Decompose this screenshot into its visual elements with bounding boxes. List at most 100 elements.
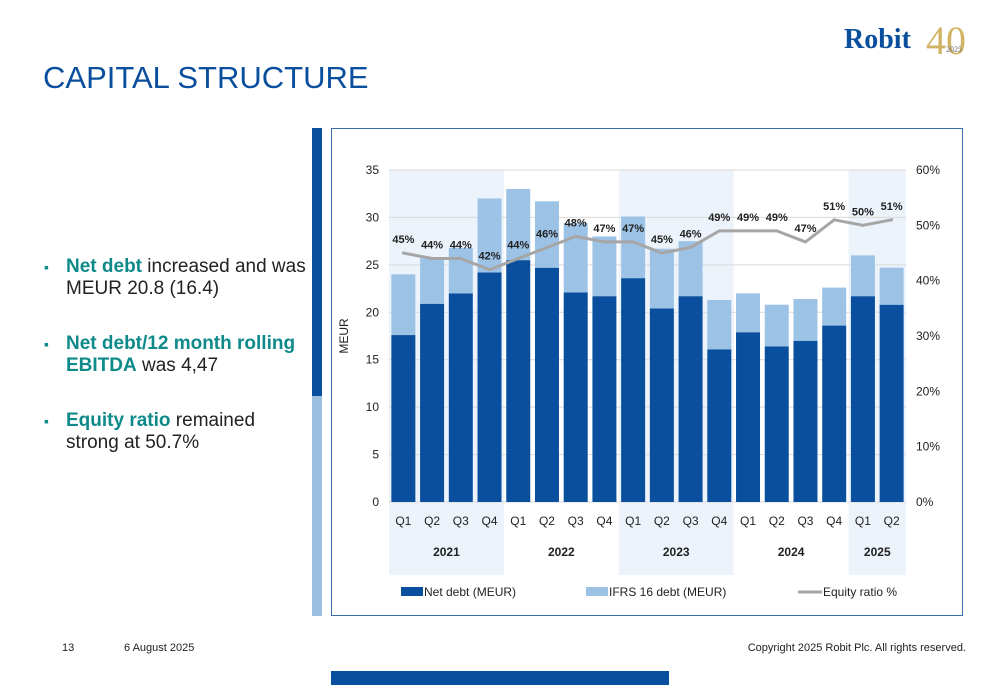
bar-net-debt <box>563 292 588 502</box>
y-tick-label: 20 <box>366 305 380 319</box>
equity-ratio-line <box>403 218 892 272</box>
x-tick-label: Q1 <box>740 514 756 528</box>
x-tick-label: Q3 <box>453 514 469 528</box>
equity-ratio-label: 44% <box>507 240 529 252</box>
equity-ratio-point <box>689 245 693 249</box>
y-tick-label: 5 <box>372 448 379 462</box>
logo-anniversary-number: 40 <box>926 18 966 60</box>
equity-ratio-label: 45% <box>651 234 673 246</box>
footer-copyright: Copyright 2025 Robit Plc. All rights res… <box>747 642 966 654</box>
bar-net-debt <box>621 278 646 502</box>
equity-ratio-point <box>890 218 894 222</box>
bullet-list: ▪ Net debt increased and was MEUR 20.8 (1… <box>44 256 306 487</box>
bar-net-debt <box>448 293 473 502</box>
bar-net-debt <box>420 303 445 502</box>
equity-ratio-point <box>832 218 836 222</box>
bullet-net-debt-ebitda: ▪ Net debt/12 month rolling EBITDA was 4,… <box>44 333 296 376</box>
x-tick-label: Q3 <box>568 514 584 528</box>
year-label-2021: 2021 <box>433 545 460 559</box>
x-tick-label: Q1 <box>510 514 526 528</box>
bullet-net-debt: ▪ Net debt increased and was MEUR 20.8 (1… <box>44 256 306 299</box>
equity-ratio-point <box>803 240 807 244</box>
y2-tick-label: 0% <box>916 495 934 509</box>
equity-ratio-label: 47% <box>794 223 816 235</box>
bullet-square-icon: ▪ <box>44 259 49 275</box>
x-tick-label: Q2 <box>539 514 555 528</box>
legend-label-ifrs16: IFRS 16 debt (MEUR) <box>609 585 726 599</box>
bar-ifrs16-debt <box>592 236 617 297</box>
bar-net-debt <box>678 296 703 502</box>
bullet-square-icon: ▪ <box>44 413 49 429</box>
legend-label-equity: Equity ratio % <box>823 585 897 599</box>
bar-net-debt <box>649 308 674 502</box>
bullet-equity-ratio: ▪ Equity ratio remained strong at 50.7% <box>44 410 256 453</box>
x-tick-label: Q2 <box>769 514 785 528</box>
logo-year: 2025 <box>946 45 962 54</box>
bar-ifrs16-debt <box>822 287 847 326</box>
bar-ifrs16-debt <box>420 258 445 304</box>
equity-ratio-point <box>602 240 606 244</box>
year-label-2024: 2024 <box>778 545 805 559</box>
equity-ratio-label: 45% <box>392 234 414 246</box>
bar-net-debt <box>477 272 502 502</box>
chart-svg: 2021 2022 2023 2024 2025051015202530350%10%2… <box>337 163 940 599</box>
equity-ratio-point <box>488 268 492 272</box>
y2-tick-label: 60% <box>916 163 940 177</box>
bar-net-debt <box>879 304 904 502</box>
robit-logo: Robit 40 2025 <box>842 14 972 63</box>
equity-ratio-label: 51% <box>823 201 845 213</box>
y2-tick-label: 10% <box>916 440 940 454</box>
equity-ratio-label: 44% <box>450 240 472 252</box>
bar-ifrs16-debt <box>448 247 473 294</box>
equity-ratio-point <box>631 240 635 244</box>
year-label-2022: 2022 <box>548 545 575 559</box>
bar-ifrs16-debt <box>563 223 588 293</box>
equity-ratio-point <box>545 245 549 249</box>
logo-wordmark: Robit <box>844 24 912 55</box>
equity-ratio-label: 46% <box>680 228 702 240</box>
x-tick-label: Q2 <box>884 514 900 528</box>
equity-ratio-label: 49% <box>708 212 730 224</box>
bar-net-debt <box>764 346 789 502</box>
y-tick-label: 10 <box>366 400 380 414</box>
y-tick-label: 15 <box>366 353 380 367</box>
legend-swatch-net-debt <box>401 587 423 596</box>
equity-ratio-label: 42% <box>479 251 501 263</box>
y2-tick-label: 20% <box>916 384 940 398</box>
legend-swatch-ifrs16 <box>586 587 608 596</box>
bar-ifrs16-debt <box>649 248 674 309</box>
bar-net-debt <box>850 296 875 502</box>
x-tick-label: Q4 <box>596 514 612 528</box>
x-tick-label: Q1 <box>625 514 641 528</box>
y-tick-label: 0 <box>372 495 379 509</box>
bar-ifrs16-debt <box>764 304 789 347</box>
x-tick-label: Q4 <box>826 514 842 528</box>
y2-tick-label: 40% <box>916 274 940 288</box>
equity-ratio-point <box>401 251 405 255</box>
equity-ratio-label: 49% <box>737 212 759 224</box>
x-tick-label: Q2 <box>654 514 670 528</box>
x-tick-label: Q3 <box>797 514 813 528</box>
y2-tick-label: 30% <box>916 329 940 343</box>
equity-ratio-label: 50% <box>852 206 874 218</box>
bar-ifrs16-debt <box>850 255 875 297</box>
equity-ratio-point <box>717 229 721 233</box>
y-tick-label: 30 <box>366 210 380 224</box>
equity-ratio-label: 44% <box>421 240 443 252</box>
x-tick-label: Q1 <box>395 514 411 528</box>
footer-date: 6 August 2025 <box>124 642 195 654</box>
equity-ratio-point <box>861 223 865 227</box>
bar-ifrs16-debt <box>793 299 818 341</box>
x-tick-label: Q4 <box>482 514 498 528</box>
equity-ratio-label: 46% <box>536 228 558 240</box>
bar-net-debt <box>534 267 559 502</box>
equity-ratio-point <box>516 257 520 261</box>
equity-ratio-label: 47% <box>593 223 615 235</box>
page-number: 13 <box>62 642 75 654</box>
bar-net-debt <box>736 332 761 502</box>
equity-ratio-point <box>430 257 434 261</box>
capital-structure-chart: 2021 2022 2023 2024 2025 0 5 10 15 20 25 30 35 0% 10% 2… <box>331 128 963 616</box>
x-tick-label: Q3 <box>683 514 699 528</box>
equity-ratio-point <box>574 234 578 238</box>
equity-ratio-label: 47% <box>622 223 644 235</box>
